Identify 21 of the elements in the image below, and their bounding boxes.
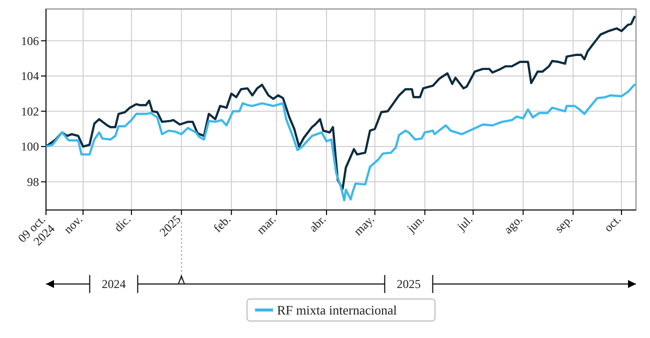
y-tick-label: 106 xyxy=(21,34,39,48)
x-tick-label: mar. xyxy=(254,212,279,237)
line-series xyxy=(44,84,636,202)
x-tick-label: abr. xyxy=(306,212,329,235)
x-tick-label: oct. xyxy=(601,212,624,235)
y-tick-label: 102 xyxy=(21,104,39,118)
x-tick-label: nov. xyxy=(60,212,86,236)
x-tick-label: ago. xyxy=(501,212,526,236)
y-tick-label: 100 xyxy=(21,140,39,154)
text: 2024 xyxy=(102,277,126,292)
x-tick-label: jul. xyxy=(454,212,476,234)
line-series xyxy=(44,16,636,190)
x-tick-label: sep. xyxy=(552,212,576,236)
x-tick-label: jun. xyxy=(403,212,427,236)
y-tick-label: 98 xyxy=(27,174,39,189)
x-tick-label: feb. xyxy=(210,212,234,236)
x-tick-label: dic. xyxy=(111,212,134,235)
legend-label: RF mixta internacional xyxy=(277,302,398,318)
y-tick-label: 104 xyxy=(21,69,39,84)
x-tick-label: may. xyxy=(350,212,377,238)
text: 2025 xyxy=(396,277,421,292)
